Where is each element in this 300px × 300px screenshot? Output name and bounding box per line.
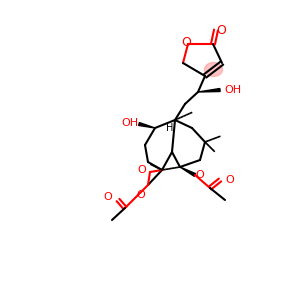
Ellipse shape [205, 62, 223, 76]
Text: O: O [138, 165, 146, 175]
Text: O: O [226, 175, 234, 185]
Text: OH: OH [224, 85, 242, 95]
Text: H: H [166, 123, 174, 133]
Text: O: O [181, 35, 191, 49]
Text: O: O [196, 170, 204, 180]
Text: O: O [216, 23, 226, 37]
Text: OH: OH [122, 118, 139, 128]
Polygon shape [139, 122, 155, 128]
Text: O: O [136, 190, 146, 200]
Text: O: O [103, 192, 112, 202]
Polygon shape [180, 167, 196, 176]
Polygon shape [198, 88, 220, 92]
